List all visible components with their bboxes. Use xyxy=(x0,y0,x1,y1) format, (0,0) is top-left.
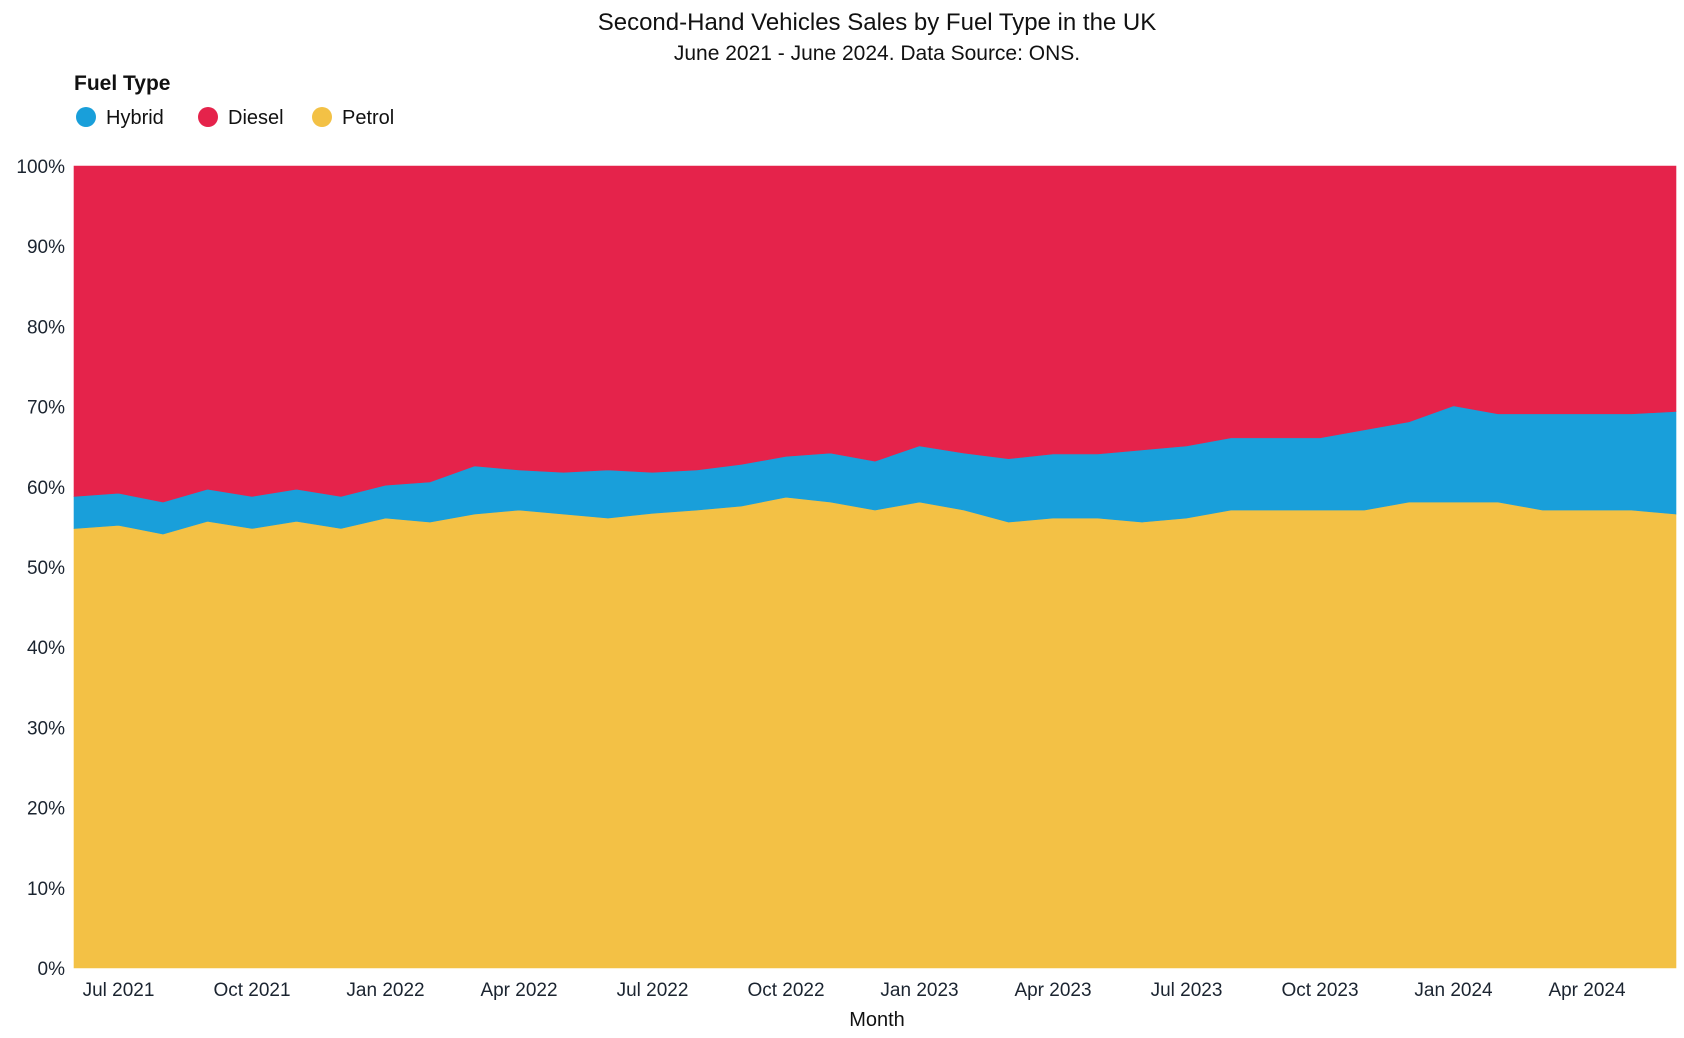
area-petrol xyxy=(73,496,1677,969)
x-tick-label: Apr 2023 xyxy=(1014,980,1091,1001)
legend-label-hybrid: Hybrid xyxy=(106,107,164,129)
legend-swatch-diesel xyxy=(198,107,218,127)
legend-title: Fuel Type xyxy=(74,72,170,95)
x-axis-title: Month xyxy=(849,1009,905,1031)
y-tick-label: 40% xyxy=(27,638,65,659)
x-axis: Jul 2021 Oct 2021 Jan 2022 Apr 2022 Jul 2022… xyxy=(83,980,1626,1001)
chart-subtitle: June 2021 - June 2024. Data Source: ONS. xyxy=(674,42,1080,65)
y-tick-label: 20% xyxy=(27,799,65,820)
x-tick-label: Apr 2024 xyxy=(1548,980,1626,1001)
legend: Fuel Type Hybrid Diesel Petrol xyxy=(74,72,394,129)
y-axis: 0% 10% 20% 30% 40% 50% 60% 70% 80% 90% 100% xyxy=(16,157,65,980)
y-tick-label: 90% xyxy=(27,237,65,258)
x-tick-label: Jan 2022 xyxy=(346,980,424,1001)
x-tick-label: Oct 2023 xyxy=(1281,980,1358,1001)
y-tick-label: 10% xyxy=(27,879,65,900)
x-tick-label: Oct 2022 xyxy=(747,980,824,1001)
x-tick-label: Jan 2024 xyxy=(1414,980,1493,1001)
legend-label-petrol: Petrol xyxy=(342,107,394,129)
x-tick-label: Jul 2022 xyxy=(617,980,689,1001)
y-tick-label: 70% xyxy=(27,398,65,419)
x-tick-label: Jul 2023 xyxy=(1151,980,1223,1001)
legend-entry-diesel: Diesel xyxy=(198,107,284,129)
legend-label-diesel: Diesel xyxy=(228,107,284,129)
y-tick-label: 30% xyxy=(27,718,65,739)
x-tick-label: Apr 2022 xyxy=(480,980,557,1001)
legend-entry-petrol: Petrol xyxy=(312,107,394,129)
x-tick-label: Oct 2021 xyxy=(213,980,290,1001)
y-tick-label: 60% xyxy=(27,478,65,499)
y-tick-label: 100% xyxy=(16,157,65,178)
y-tick-label: 50% xyxy=(27,558,65,579)
area-diesel xyxy=(73,165,1677,503)
plot-areas xyxy=(73,165,1677,969)
x-tick-label: Jul 2021 xyxy=(83,980,155,1001)
y-tick-label: 80% xyxy=(27,317,65,338)
x-tick-label: Jan 2023 xyxy=(880,980,958,1001)
y-tick-label: 0% xyxy=(38,959,66,980)
legend-entry-hybrid: Hybrid xyxy=(76,107,164,129)
legend-swatch-hybrid xyxy=(76,107,96,127)
legend-swatch-petrol xyxy=(312,107,332,127)
chart-title: Second-Hand Vehicles Sales by Fuel Type … xyxy=(598,9,1157,36)
